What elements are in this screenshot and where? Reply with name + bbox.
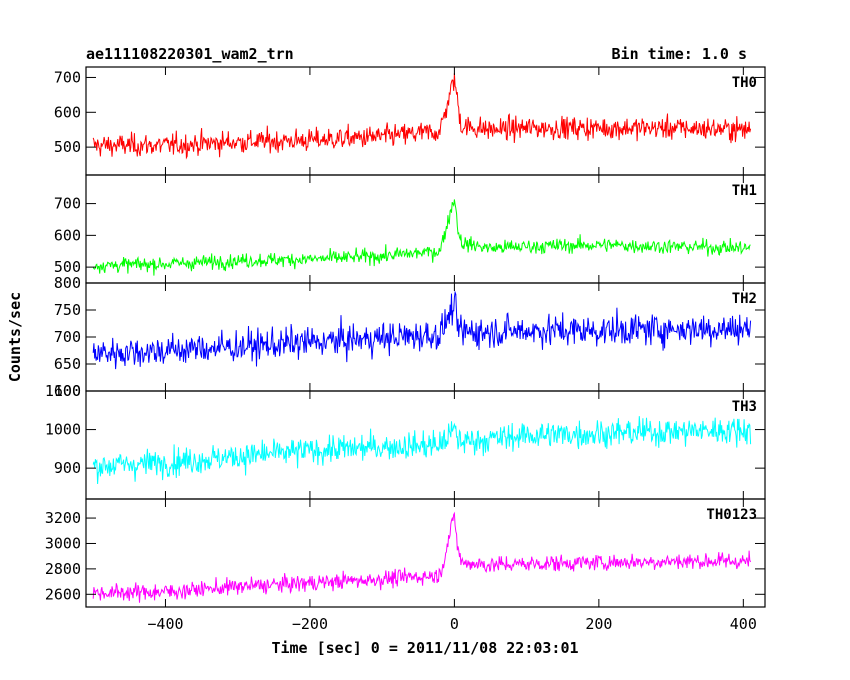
y-tick-label: 500: [54, 138, 81, 156]
panel-frame: [85, 498, 766, 608]
x-tick-label: −400: [147, 615, 183, 633]
chart-title: ae111108220301_wam2_trn: [86, 45, 294, 63]
y-tick-label: 700: [54, 195, 81, 213]
x-tick-label: 200: [585, 615, 612, 633]
panel-name-th0123: TH0123: [706, 507, 757, 523]
y-tick-label: 900: [54, 459, 81, 477]
y-tick-label: 500: [54, 258, 81, 276]
bin-time-label: Bin time: 1.0 s: [612, 45, 747, 63]
panel-name-th3: TH3: [732, 399, 757, 415]
x-tick-label: 0: [450, 615, 459, 633]
y-tick-label: 3000: [45, 534, 81, 552]
y-tick-label: 750: [54, 301, 81, 319]
y-tick-label: 600: [54, 103, 81, 121]
y-tick-label: 2600: [45, 585, 81, 603]
series-line-th0123: [92, 511, 752, 603]
y-tick-label: 1100: [45, 382, 81, 400]
y-tick-label: 800: [54, 274, 81, 292]
series-line-th3: [92, 416, 752, 485]
y-tick-label: 650: [54, 355, 81, 373]
y-axis-label: Counts/sec: [6, 292, 24, 382]
y-tick-label: 700: [54, 68, 81, 86]
y-tick-label: 600: [54, 226, 81, 244]
panel-name-th2: TH2: [732, 291, 757, 307]
x-tick-label: 400: [730, 615, 757, 633]
series-line-th0: [92, 73, 752, 160]
y-tick-label: 700: [54, 328, 81, 346]
panel-name-th1: TH1: [732, 183, 757, 199]
panel-frame: [85, 174, 766, 284]
series-line-th1: [92, 199, 751, 276]
panel-name-th0: TH0: [732, 75, 757, 91]
y-tick-label: 2800: [45, 560, 81, 578]
y-tick-label: 600: [54, 382, 81, 400]
series-line-th2: [92, 290, 752, 370]
y-tick-label: 1000: [45, 421, 81, 439]
panel-frame: [85, 390, 766, 500]
y-tick-label: 3200: [45, 509, 81, 527]
x-axis-label: Time [sec] 0 = 2011/11/08 22:03:01: [271, 639, 578, 657]
panel-frame: [85, 66, 766, 176]
x-tick-label: −200: [292, 615, 328, 633]
